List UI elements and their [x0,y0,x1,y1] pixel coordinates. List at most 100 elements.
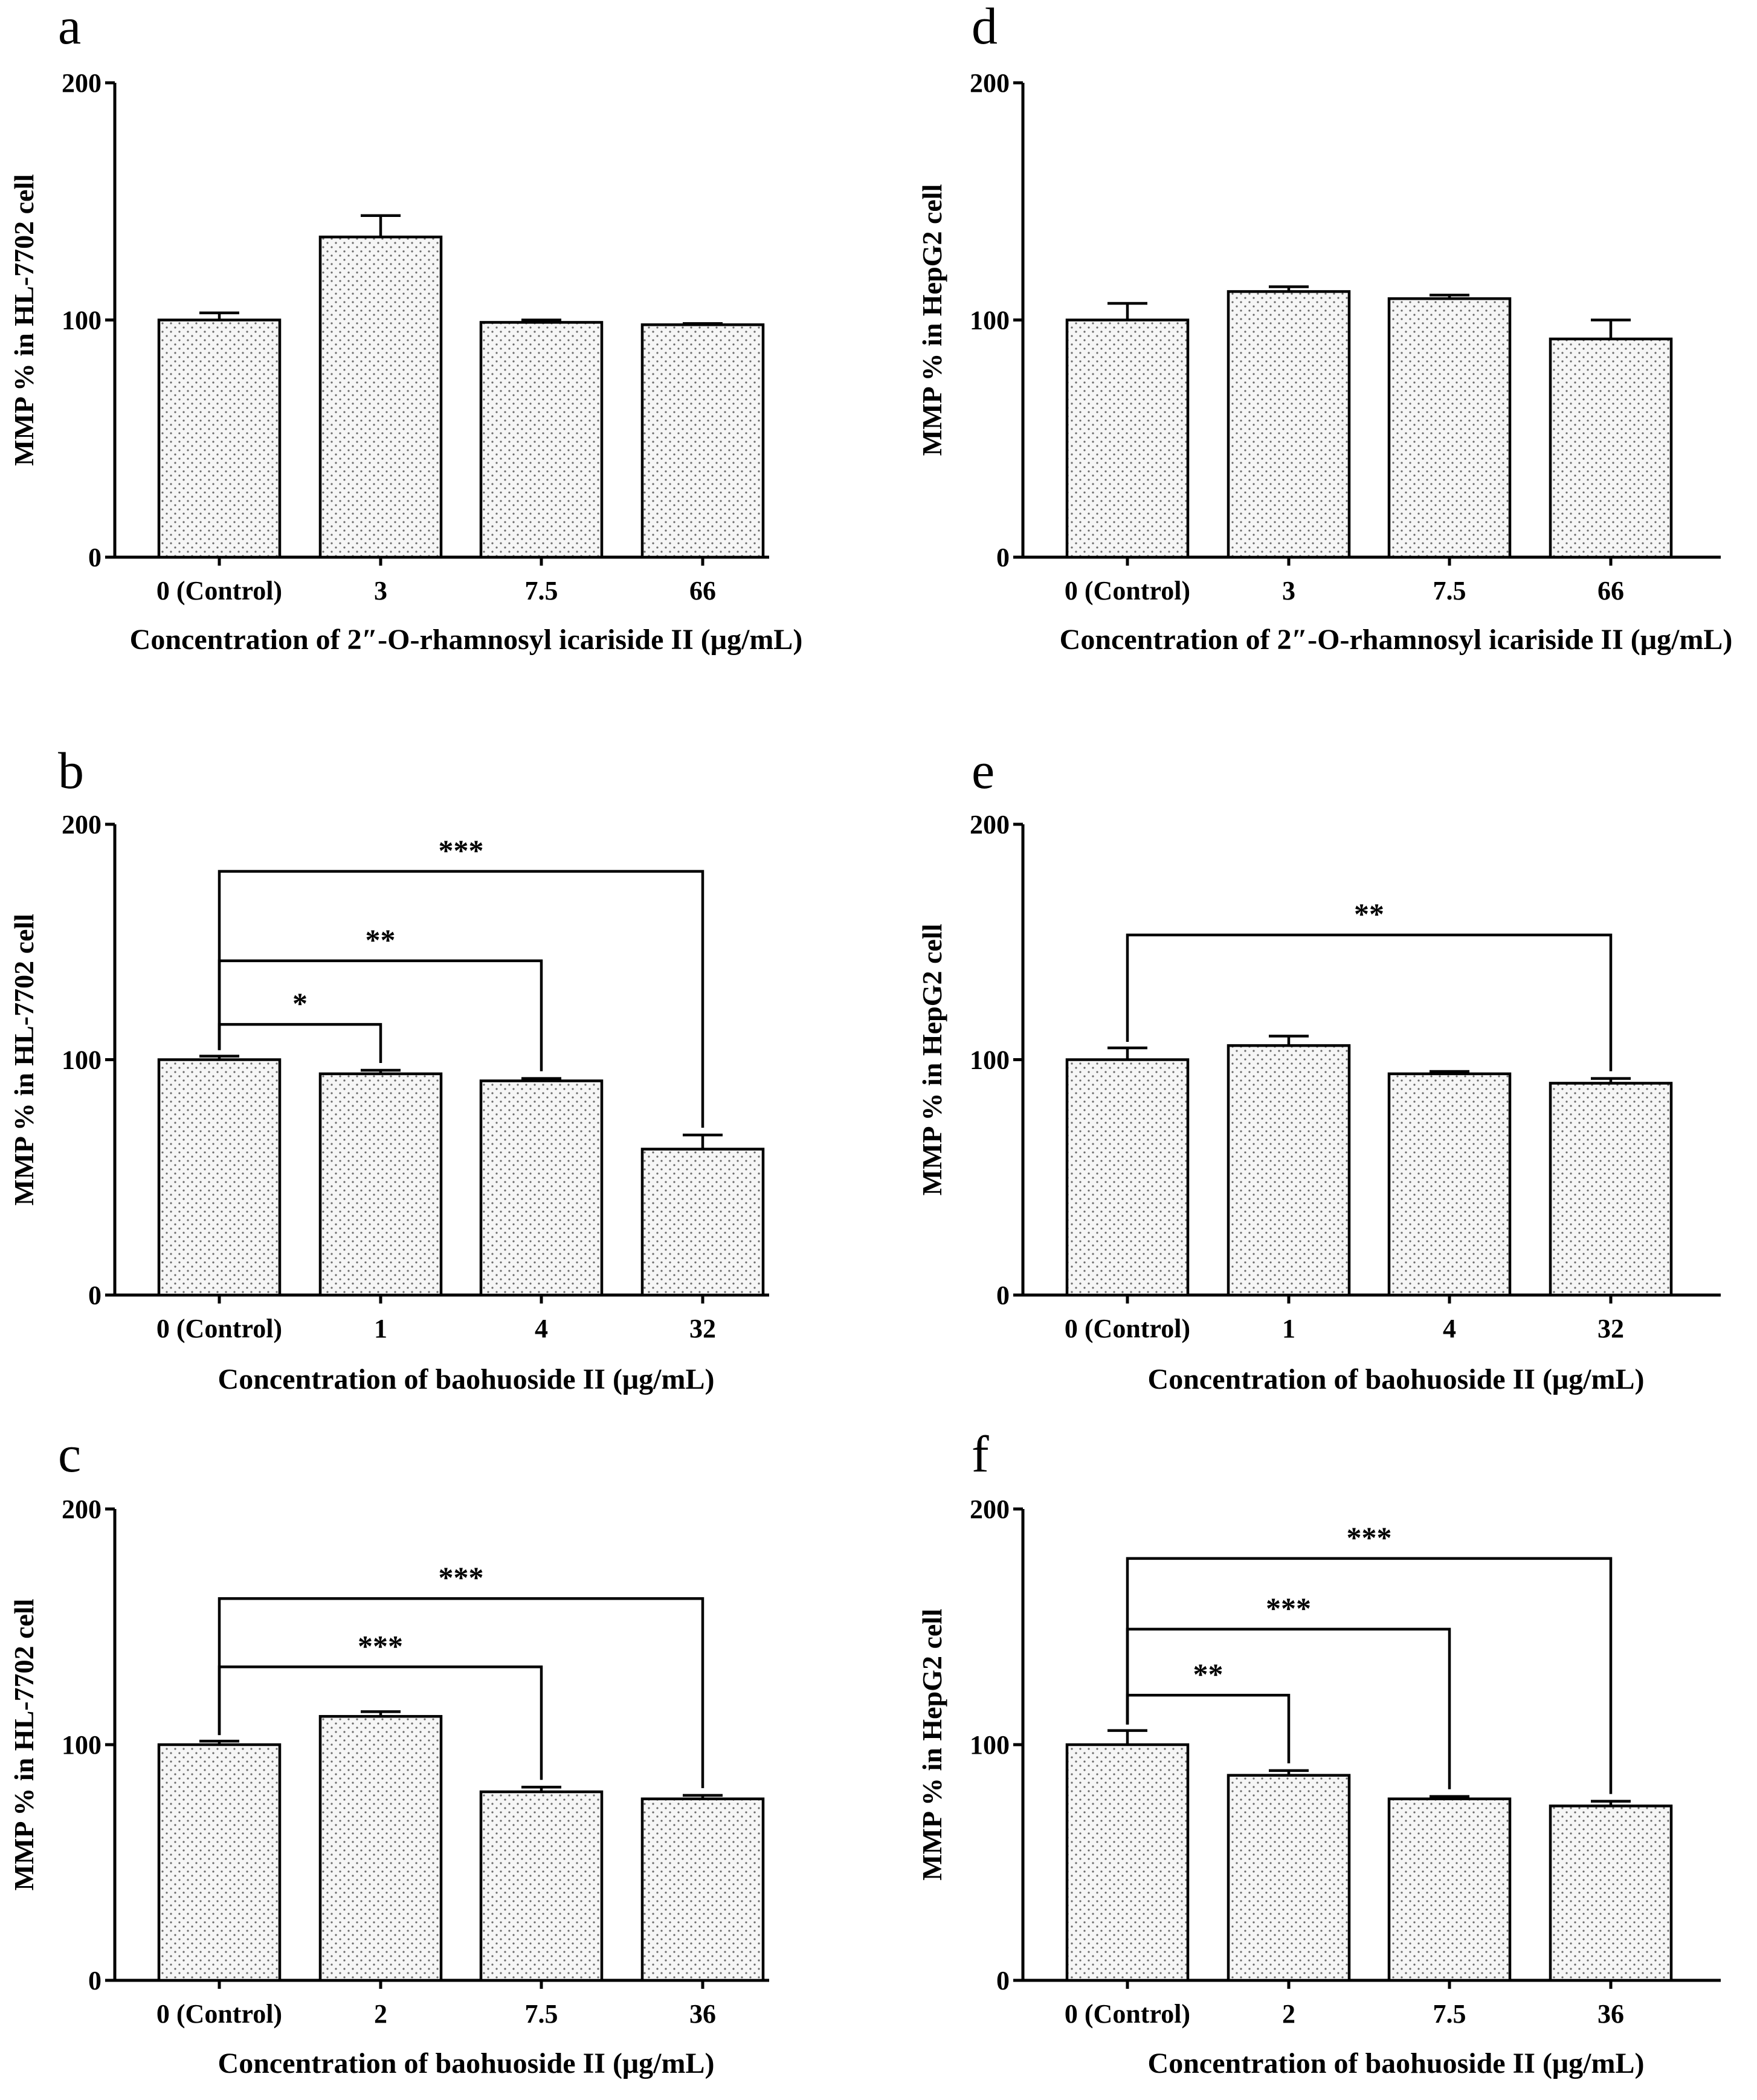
error-bar [683,1794,723,1799]
error-bar [1591,1077,1631,1084]
x-axis-title: Concentration of baohuoside II (μg/mL) [1148,1363,1645,1395]
x-category-label: 0 (Control) [1065,576,1190,606]
error-bar [1107,1729,1147,1745]
error-bar [361,1068,401,1074]
panel-a: a 0 100 200 0 (Control) 3 7.5 66 Concentration o… [8,0,802,656]
significance-bracket [1126,933,1613,1071]
significance-label: ** [1193,1657,1223,1691]
x-category-label: 7.5 [525,1999,558,2029]
bar [479,1790,604,1982]
y-tick-label: 200 [62,68,102,98]
bar [1549,1082,1673,1297]
x-axis-title: Concentration of 2″-O-rhamnosyl icarisid… [130,624,803,656]
x-category-label: 0 (Control) [156,1999,282,2029]
y-tick-label: 0 [88,1966,102,1995]
y-tick-label: 100 [970,1730,1010,1760]
error-bar [199,1739,239,1745]
significance-label: *** [439,833,484,867]
error-bar [1269,1769,1309,1775]
bar [318,235,443,559]
y-axis-title: MMP % in HL-7702 cell [8,914,39,1206]
error-bar [361,214,401,237]
bar [479,1079,604,1297]
significance-bracket [218,1597,704,1788]
x-category-label: 7.5 [1433,576,1466,606]
bar [640,1148,765,1297]
bar [1227,290,1351,559]
error-bar [521,1077,561,1081]
significance-label: * [292,986,308,1020]
error-bar [521,318,561,323]
y-tick-label: 100 [970,1045,1010,1075]
x-category-label: 0 (Control) [1065,1999,1190,2029]
y-tick-label: 100 [62,1045,102,1075]
x-category-label: 2 [374,1999,387,2029]
y-tick-label: 200 [62,810,102,839]
y-axis-title: MMP % in HepG2 cell [917,1609,947,1881]
significance-label: *** [358,1629,403,1662]
x-category-label: 2 [1282,1999,1295,2029]
panel-d: d 0 100 200 0 (Control) 3 7.5 66 Concentration o… [917,0,1732,656]
bar [1065,1058,1190,1297]
bar [157,1058,282,1297]
error-bar [1269,285,1309,292]
error-bar [521,1785,561,1792]
bar [157,318,282,559]
significance-label: ** [1354,897,1384,931]
bar [1065,318,1190,559]
y-tick-label: 100 [62,306,102,335]
y-axis-title: MMP % in HepG2 cell [917,924,947,1196]
x-axis-title: Concentration of baohuoside II (μg/mL) [218,2047,715,2079]
bar [1387,297,1512,559]
y-tick-label: 200 [970,68,1010,98]
x-axis-title: Concentration of 2″-O-rhamnosyl icarisid… [1060,624,1733,656]
panel-letter: a [58,0,81,55]
y-tick-label: 0 [88,543,102,572]
significance-bracket [1126,1557,1613,1794]
y-tick-label: 100 [970,306,1010,335]
x-category-label: 4 [1443,1314,1456,1343]
x-category-label: 32 [689,1314,716,1343]
bar [1549,337,1673,559]
x-category-label: 36 [1597,1999,1624,2029]
error-bar [683,1133,723,1149]
y-axis-title: MMP % in HepG2 cell [917,184,947,456]
error-bar [1107,302,1147,320]
significance-bracket [218,870,704,1128]
error-bar [683,322,723,325]
error-bar [199,311,239,320]
y-tick-label: 0 [996,1966,1010,1995]
x-category-label: 3 [374,576,387,606]
bar [1387,1797,1512,1982]
error-bar [1430,1070,1469,1074]
error-bar [1591,318,1631,339]
significance-label: *** [1347,1520,1392,1554]
bar [1065,1743,1190,1982]
bar [318,1072,443,1297]
error-bar [1591,1800,1631,1806]
y-tick-label: 100 [62,1730,102,1760]
error-bar [361,1710,401,1717]
panel-c: c 0 100 200 0 (Control) 2 7.5 36 *** *** Concentra… [8,1425,769,2079]
x-category-label: 66 [689,576,716,606]
x-category-label: 32 [1597,1314,1624,1343]
bar [1227,1774,1351,1982]
panel-letter: f [972,1425,989,1483]
error-bar [199,1055,239,1060]
y-tick-label: 200 [970,1494,1010,1524]
x-category-label: 3 [1282,576,1295,606]
significance-label: *** [439,1560,484,1594]
bar [318,1714,443,1982]
error-bar [1430,1795,1469,1799]
error-bar [1269,1035,1309,1046]
x-category-label: 0 (Control) [1065,1314,1190,1343]
significance-label: ** [366,923,396,957]
bar [1227,1044,1351,1297]
bar [640,323,765,559]
y-tick-label: 200 [62,1494,102,1524]
x-category-label: 0 (Control) [156,576,282,606]
x-category-label: 4 [535,1314,548,1343]
